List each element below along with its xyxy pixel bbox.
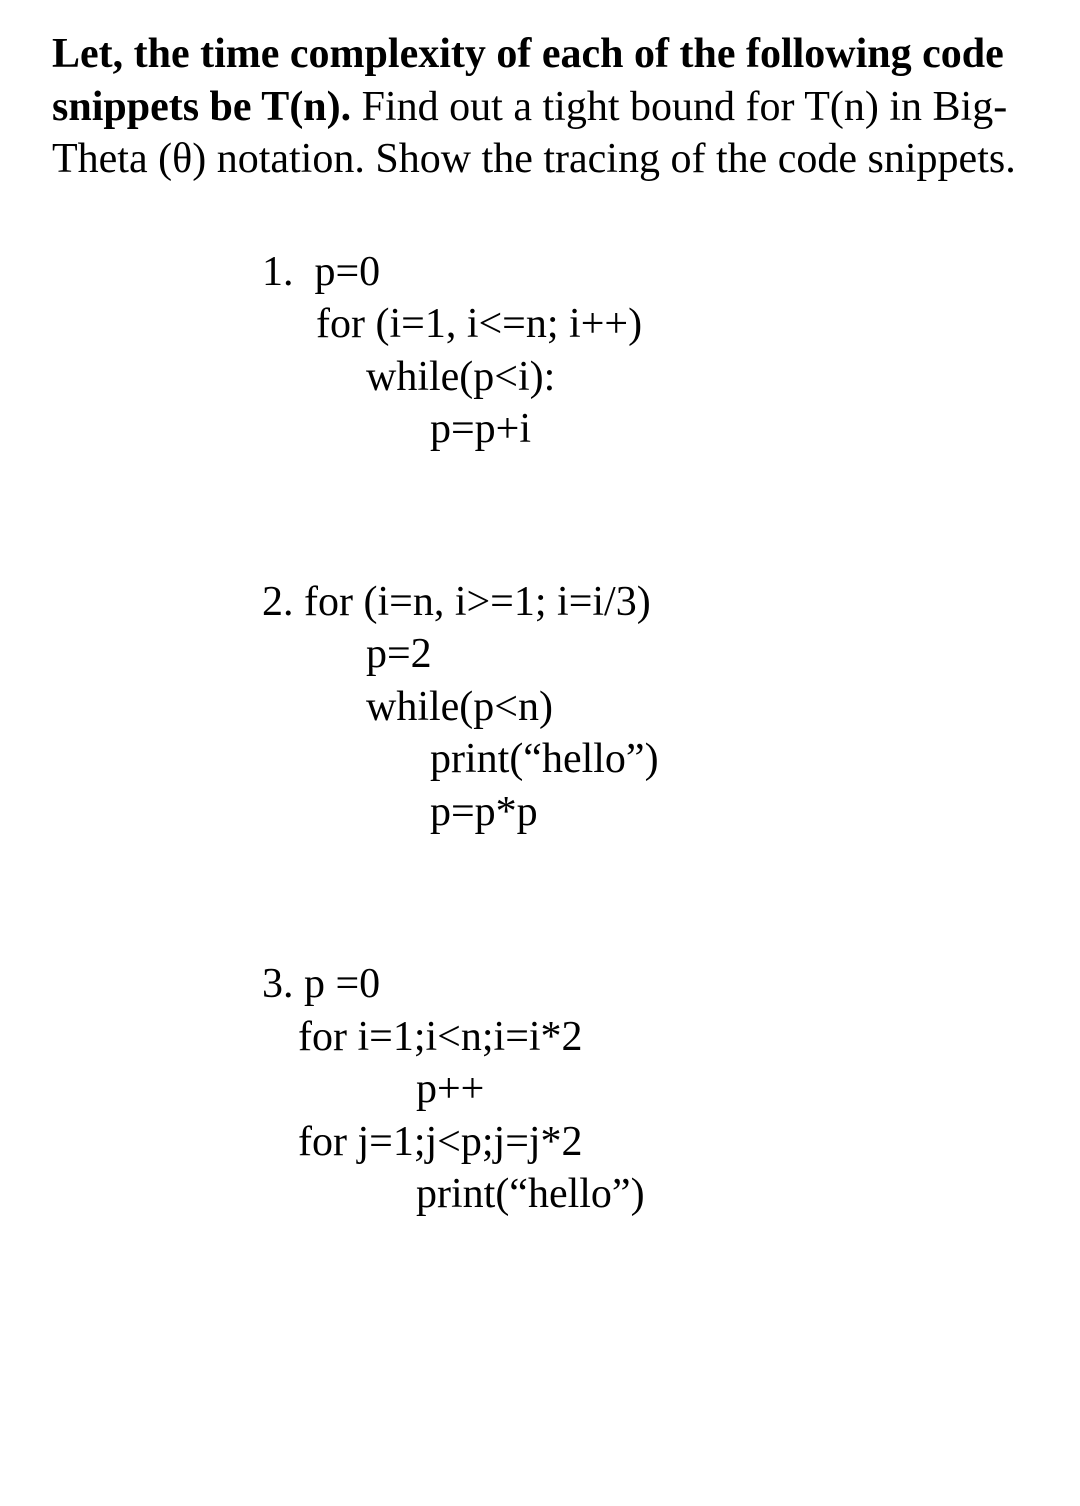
code-line: 3. p =0 [262, 958, 1042, 1011]
code-line: print(“hello”) [262, 1168, 1042, 1221]
code-line: 2. for (i=n, i>=1; i=i/3) [262, 576, 1042, 629]
code-line: p=p+i [262, 403, 1042, 456]
code-line: 1. p=0 [262, 246, 1042, 299]
code-line: while(p<n) [262, 681, 1042, 734]
code-snippet-2: 2. for (i=n, i>=1; i=i/3) p=2 while(p<n)… [262, 576, 1042, 839]
code-line: print(“hello”) [262, 733, 1042, 786]
code-line: for i=1;i<n;i=i*2 [262, 1011, 1042, 1064]
code-snippet-1: 1. p=0 for (i=1, i<=n; i++) while(p<i): … [262, 246, 1042, 456]
code-line: p=2 [262, 628, 1042, 681]
intro-paragraph: Let, the time complexity of each of the … [52, 28, 1042, 186]
code-line: for j=1;j<p;j=j*2 [262, 1116, 1042, 1169]
code-line: while(p<i): [262, 351, 1042, 404]
code-snippets-container: 1. p=0 for (i=1, i<=n; i++) while(p<i): … [52, 246, 1042, 1221]
code-line: p++ [262, 1063, 1042, 1116]
code-line: p=p*p [262, 786, 1042, 839]
code-line: for (i=1, i<=n; i++) [262, 298, 1042, 351]
code-snippet-3: 3. p =0 for i=1;i<n;i=i*2 p++ for j=1;j<… [262, 958, 1042, 1221]
